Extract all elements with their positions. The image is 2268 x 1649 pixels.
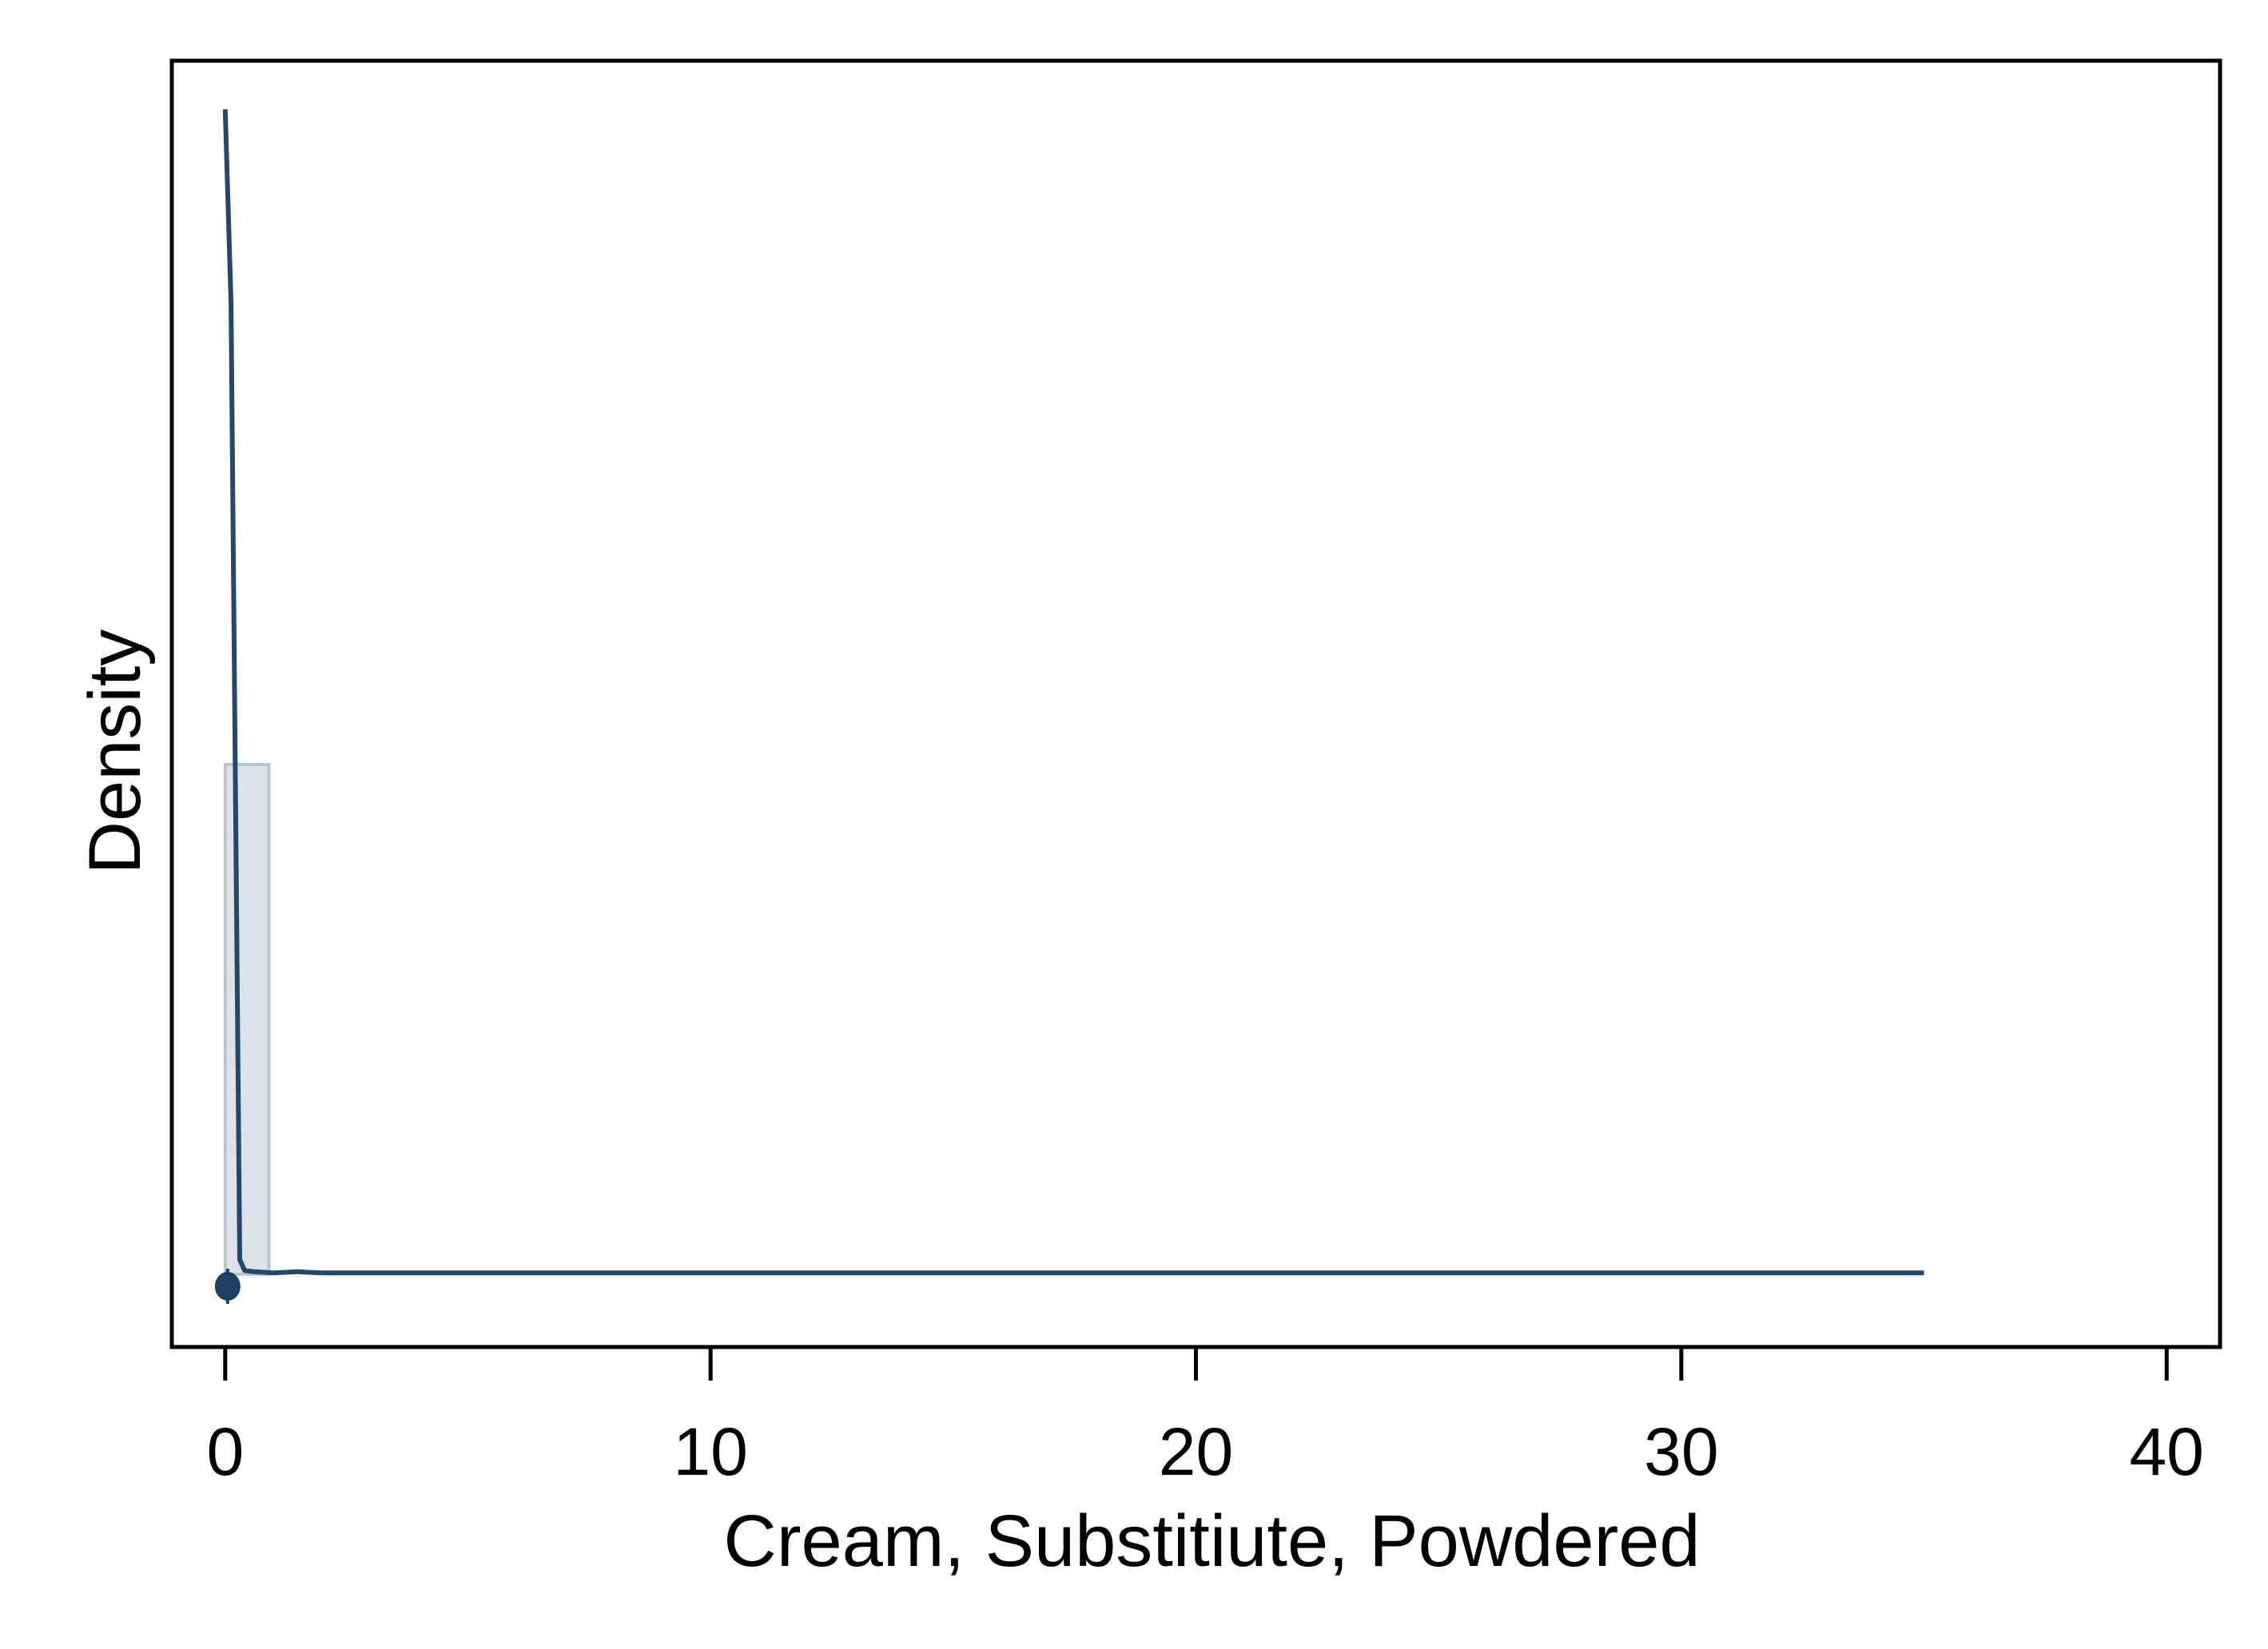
x-tick-label: 10: [673, 1414, 747, 1489]
y-axis-title: Density: [74, 630, 156, 875]
x-tick-label: 40: [2129, 1414, 2203, 1489]
summary-marker: [214, 1272, 241, 1301]
histogram-bars: [223, 762, 271, 1276]
x-tick-label: 30: [1644, 1414, 1718, 1489]
x-tick-label: 20: [1159, 1414, 1233, 1489]
density-curve: [222, 109, 1924, 1276]
marker-layer: [214, 1269, 241, 1305]
x-axis-ticks: 0 10 20 30 40: [206, 1347, 2204, 1489]
histogram-bar: [223, 762, 271, 1276]
x-axis-title: Cream, Substitiute, Powdered: [723, 1500, 1700, 1582]
x-tick-label: 0: [206, 1414, 244, 1489]
